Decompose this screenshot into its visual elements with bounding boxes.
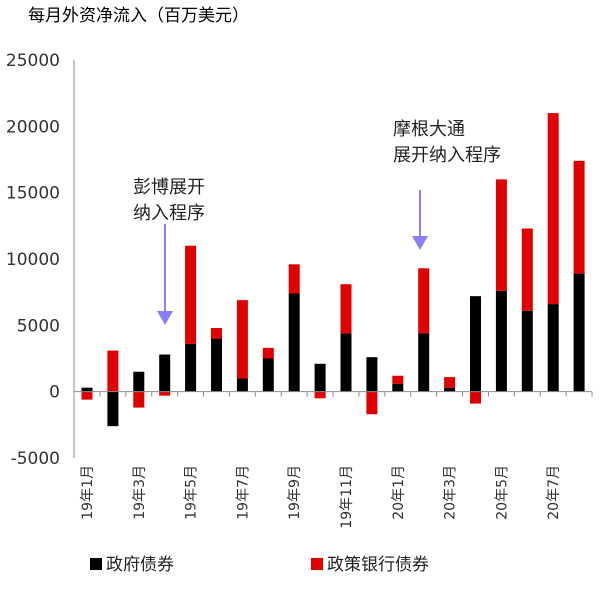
- bar-policy-bank-bond: [495, 179, 507, 291]
- bar-policy-bank-bond: [133, 391, 145, 408]
- y-tick-label: 25000: [6, 51, 60, 71]
- chart-title: 每月外资净流入（百万美元）: [28, 6, 249, 26]
- bar-government-bond: [314, 363, 326, 392]
- legend-swatch: [90, 558, 102, 570]
- bars: [81, 113, 585, 427]
- y-axis: -5000 0 5000 10000 15000 20000 25000: [6, 51, 75, 469]
- annotation-text: 摩根大通: [393, 119, 465, 140]
- legend-label: 政策银行债券: [327, 555, 429, 575]
- x-tick-label: 20年3月: [443, 465, 459, 520]
- annotation-text: 展开纳入程序: [393, 145, 501, 166]
- bar-government-bond: [133, 371, 145, 392]
- bar-policy-bank-bond: [444, 377, 456, 388]
- bar-policy-bank-bond: [418, 268, 430, 334]
- x-tick-label: 19年5月: [184, 465, 200, 520]
- bar-policy-bank-bond: [211, 327, 222, 339]
- x-tick-label: 20年7月: [546, 465, 562, 520]
- legend: 政府债券 政策银行债券: [90, 555, 429, 575]
- bar-government-bond: [392, 383, 404, 392]
- x-axis: 19年1月 19年3月 19年5月 19年7月 19年9月 19年11月 20年1月 20年3…: [74, 391, 593, 529]
- bar-government-bond: [470, 296, 481, 392]
- bar-policy-bank-bond: [314, 391, 326, 399]
- legend-label: 政府债券: [106, 555, 174, 575]
- bar-policy-bank-bond: [470, 391, 481, 404]
- annotation-text: 彭博展开: [133, 177, 205, 198]
- bar-policy-bank-bond: [107, 350, 119, 392]
- annotation-arrow-head: [412, 236, 428, 250]
- x-tick-label: 19年1月: [80, 465, 96, 520]
- y-tick-label: 10000: [6, 250, 60, 270]
- bar-policy-bank-bond: [521, 228, 533, 311]
- bar-policy-bank-bond: [159, 391, 171, 396]
- bar-policy-bank-bond: [573, 160, 585, 274]
- bar-government-bond: [288, 293, 300, 392]
- bar-policy-bank-bond: [547, 113, 559, 305]
- bar-government-bond: [366, 357, 378, 392]
- bar-policy-bank-bond: [81, 391, 93, 400]
- bar-policy-bank-bond: [366, 391, 378, 415]
- x-tick-label: 20年5月: [494, 465, 510, 520]
- bar-policy-bank-bond: [288, 264, 300, 294]
- bar-government-bond: [495, 290, 507, 392]
- bar-government-bond: [418, 333, 430, 392]
- bar-policy-bank-bond: [340, 284, 352, 334]
- x-tick-label: 19年7月: [235, 465, 251, 520]
- x-tick-label: 19年11月: [339, 465, 355, 529]
- x-tick-label: 19年9月: [287, 465, 303, 520]
- bar-policy-bank-bond: [185, 245, 197, 344]
- y-tick-label: 5000: [17, 316, 60, 336]
- bar-policy-bank-bond: [392, 375, 404, 384]
- annotation-arrow-head: [157, 311, 173, 325]
- bar-government-bond: [185, 343, 197, 392]
- y-tick-label: -5000: [11, 449, 60, 469]
- legend-swatch: [311, 558, 323, 570]
- bar-government-bond: [159, 354, 171, 392]
- x-tick-label: 20年1月: [391, 465, 407, 520]
- bar-government-bond: [444, 387, 456, 392]
- y-tick-label: 20000: [6, 117, 60, 137]
- x-tick-label: 19年3月: [132, 465, 148, 520]
- bar-government-bond: [107, 391, 119, 427]
- bar-government-bond: [340, 333, 352, 392]
- bar-policy-bank-bond: [262, 347, 274, 359]
- bar-government-bond: [547, 304, 559, 392]
- bar-government-bond: [262, 358, 274, 392]
- y-tick-label: 0: [49, 383, 60, 403]
- bar-government-bond: [573, 273, 585, 392]
- bar-government-bond: [236, 378, 248, 392]
- bar-policy-bank-bond: [236, 300, 248, 379]
- bar-government-bond: [211, 338, 222, 392]
- bar-government-bond: [81, 387, 93, 392]
- y-tick-label: 15000: [6, 184, 60, 204]
- annotation-text: 纳入程序: [133, 203, 205, 224]
- bar-government-bond: [521, 310, 533, 392]
